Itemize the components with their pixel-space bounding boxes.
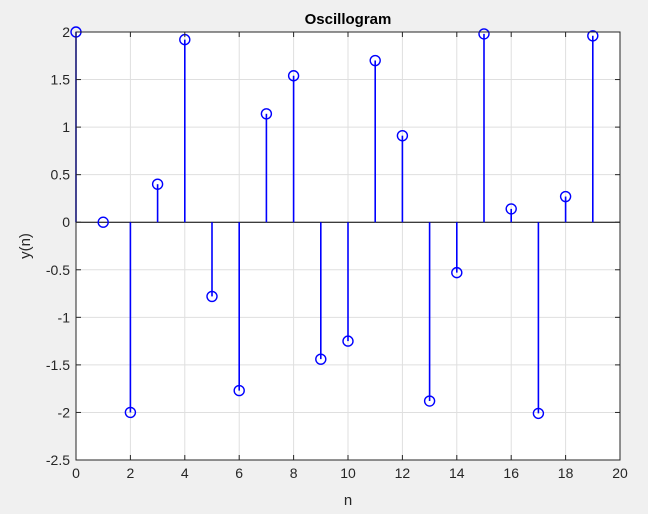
y-tick-label: -0.5 <box>46 262 70 278</box>
x-tick-label: 4 <box>181 465 189 481</box>
y-tick-label: 1 <box>62 119 70 135</box>
y-tick-label: 1.5 <box>51 72 71 88</box>
x-tick-label: 8 <box>290 465 298 481</box>
x-tick-label: 6 <box>235 465 243 481</box>
y-tick-label: -2.5 <box>46 452 70 468</box>
stem-marker <box>206 290 218 303</box>
y-tick-label: -2 <box>58 404 71 420</box>
chart-title: Oscillogram <box>305 11 392 28</box>
stem-marker <box>260 108 273 120</box>
stem-marker <box>287 70 300 82</box>
stem-marker <box>369 54 381 67</box>
x-tick-label: 12 <box>395 465 411 481</box>
stem-marker <box>124 406 137 419</box>
stem-marker <box>315 353 327 365</box>
stem-marker <box>532 407 545 420</box>
stem-marker <box>233 384 245 397</box>
stem-marker <box>451 266 463 279</box>
y-tick-label: -1.5 <box>46 357 70 373</box>
stem-marker <box>97 216 109 228</box>
y-tick-label: 0.5 <box>51 167 71 183</box>
x-tick-label: 16 <box>503 465 519 481</box>
x-tick-label: 18 <box>558 465 574 481</box>
stem-marker <box>505 203 517 215</box>
x-tick-label: 2 <box>127 465 135 481</box>
x-axis-label: n <box>344 492 352 509</box>
stem-marker <box>478 28 490 40</box>
x-axis-ticks: 0 2 4 6 8 10 12 14 16 18 20 <box>72 32 628 481</box>
y-tick-label: -1 <box>58 309 71 325</box>
x-tick-label: 10 <box>340 465 356 481</box>
stem-marker <box>151 178 164 190</box>
y-tick-label: 2 <box>62 24 70 40</box>
y-tick-label: 0 <box>62 214 70 230</box>
stem-marker <box>559 190 572 203</box>
stem-marker <box>342 335 354 347</box>
x-tick-label: 20 <box>612 465 628 481</box>
x-tick-label: 0 <box>72 465 80 481</box>
stem-marker <box>423 395 436 407</box>
stem-marker <box>587 30 599 42</box>
x-tick-label: 14 <box>449 465 465 481</box>
stem-marker <box>396 129 409 142</box>
y-axis-label: y(n) <box>17 233 34 259</box>
y-axis-ticks: -2.5 -2 -1.5 -1 -0.5 0 0.5 1 1.5 2 <box>46 24 620 468</box>
